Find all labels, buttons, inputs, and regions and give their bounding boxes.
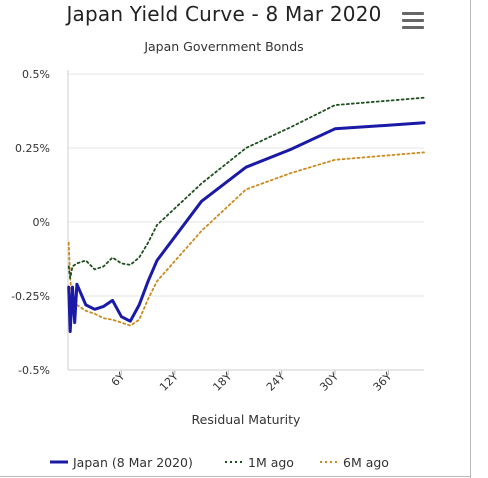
legend-swatch-6m-ago: [320, 461, 338, 463]
y-tick-label: -0.25%: [11, 290, 50, 303]
menu-bar-icon: [402, 26, 424, 29]
chart-legend: Japan (8 Mar 2020) 1M ago 6M ago: [0, 452, 470, 472]
legend-swatch-japan: [50, 460, 68, 464]
chart-subtitle: Japan Government Bonds: [144, 39, 304, 54]
grid-lines: [68, 73, 424, 371]
chart-title: Japan Yield Curve - 8 Mar 2020: [66, 2, 382, 26]
legend-label: 6M ago: [343, 454, 389, 470]
menu-bar-icon: [402, 12, 424, 15]
y-tick-label: -0.5%: [18, 364, 50, 377]
legend-item-1m-ago[interactable]: 1M ago: [225, 452, 294, 472]
x-axis-ticks: 6Y 12Y 18Y 24Y 30Y 36Y: [109, 370, 395, 394]
x-tick-label: 12Y: [157, 370, 181, 394]
legend-item-japan[interactable]: Japan (8 Mar 2020): [50, 452, 193, 472]
x-tick-label: 30Y: [317, 370, 341, 394]
legend-label: Japan (8 Mar 2020): [73, 454, 193, 470]
axes: [67, 70, 424, 371]
frame-border-bottom: [0, 476, 471, 477]
series-line-japan-8-mar-2020: [67, 121, 426, 333]
y-tick-label: 0.25%: [15, 142, 50, 155]
x-tick-label: 6Y: [109, 370, 128, 389]
x-axis-title: Residual Maturity: [192, 412, 302, 427]
hamburger-menu-icon[interactable]: [402, 10, 424, 30]
series-lines: [67, 96, 426, 333]
legend-item-6m-ago[interactable]: 6M ago: [320, 452, 389, 472]
series-line-6m-ago: [67, 151, 425, 327]
yield-curve-plot: 0.5% 0.25% 0% -0.25% -0.5% 6Y 12Y 18Y 24Y 30Y 36Y…: [11, 68, 426, 427]
x-tick-label: 24Y: [264, 370, 288, 394]
y-axis-ticks: 0.5% 0.25% 0% -0.25% -0.5%: [11, 68, 50, 377]
frame-border-right: [470, 0, 471, 478]
series-line-1m-ago: [67, 96, 425, 280]
legend-label: 1M ago: [248, 454, 294, 470]
x-tick-label: 18Y: [210, 370, 234, 394]
y-tick-label: 0.5%: [22, 68, 50, 81]
y-tick-label: 0%: [33, 216, 50, 229]
x-tick-label: 36Y: [371, 370, 395, 394]
legend-swatch-1m-ago: [225, 461, 243, 463]
menu-bar-icon: [402, 19, 424, 22]
